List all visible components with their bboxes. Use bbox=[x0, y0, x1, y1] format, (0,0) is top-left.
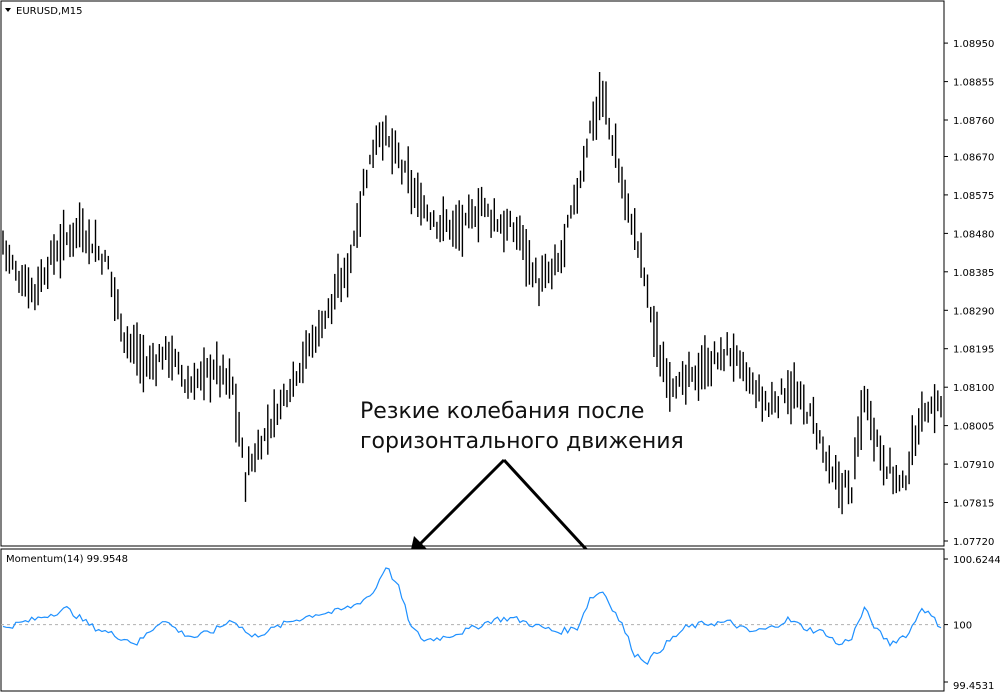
triangle-down-icon[interactable] bbox=[5, 8, 11, 12]
momentum-line bbox=[2, 567, 942, 665]
annotation-arrow-right bbox=[502, 458, 598, 562]
momentum-plot-frame bbox=[0, 548, 945, 692]
price-tick-label: 1.08670 bbox=[953, 153, 994, 164]
price-tick-label: 1.07815 bbox=[953, 499, 994, 510]
price-tick-label: 1.07720 bbox=[953, 537, 994, 548]
price-tick-label: 1.08290 bbox=[953, 306, 994, 317]
price-plot-frame bbox=[0, 0, 945, 547]
price-tick-label: 1.08575 bbox=[953, 191, 994, 202]
annotation-line-2: горизонтального движения bbox=[360, 429, 684, 454]
momentum-axis-ticks: 100.6244 100 99.4531 bbox=[944, 555, 1000, 692]
price-tick-label: 1.07910 bbox=[953, 460, 994, 471]
price-tick-label: 1.08480 bbox=[953, 229, 994, 240]
momentum-tick-label: 99.4531 bbox=[953, 681, 994, 692]
price-bars bbox=[2, 72, 942, 515]
price-tick-label: 1.08760 bbox=[953, 116, 994, 127]
annotation-line-1: Резкие колебания после bbox=[360, 399, 644, 424]
momentum-tick-label: 100 bbox=[953, 621, 972, 632]
price-tick-label: 1.08855 bbox=[953, 78, 994, 89]
price-tick-label: 1.08950 bbox=[953, 39, 994, 50]
price-tick-label: 1.08100 bbox=[953, 383, 994, 394]
annotation-arrow-left bbox=[416, 458, 506, 548]
price-tick-label: 1.08385 bbox=[953, 268, 994, 279]
price-chart-pane[interactable]: EURUSD,M15 1.089501.088551.087601.086701… bbox=[0, 0, 994, 548]
price-tick-label: 1.08005 bbox=[953, 422, 994, 433]
price-tick-label: 1.08195 bbox=[953, 345, 994, 356]
price-axis-ticks: 1.08950 1.08855 1.08760 1.08670 1.08575 1.084… bbox=[944, 39, 994, 548]
momentum-label: Momentum(14) 99.9548 bbox=[6, 554, 128, 565]
momentum-tick-label: 100.6244 bbox=[953, 555, 1000, 566]
symbol-label: EURUSD,M15 bbox=[16, 6, 82, 17]
momentum-indicator-pane[interactable]: Momentum(14) 99.9548 100.6244 100 99.4531 bbox=[0, 548, 1000, 692]
